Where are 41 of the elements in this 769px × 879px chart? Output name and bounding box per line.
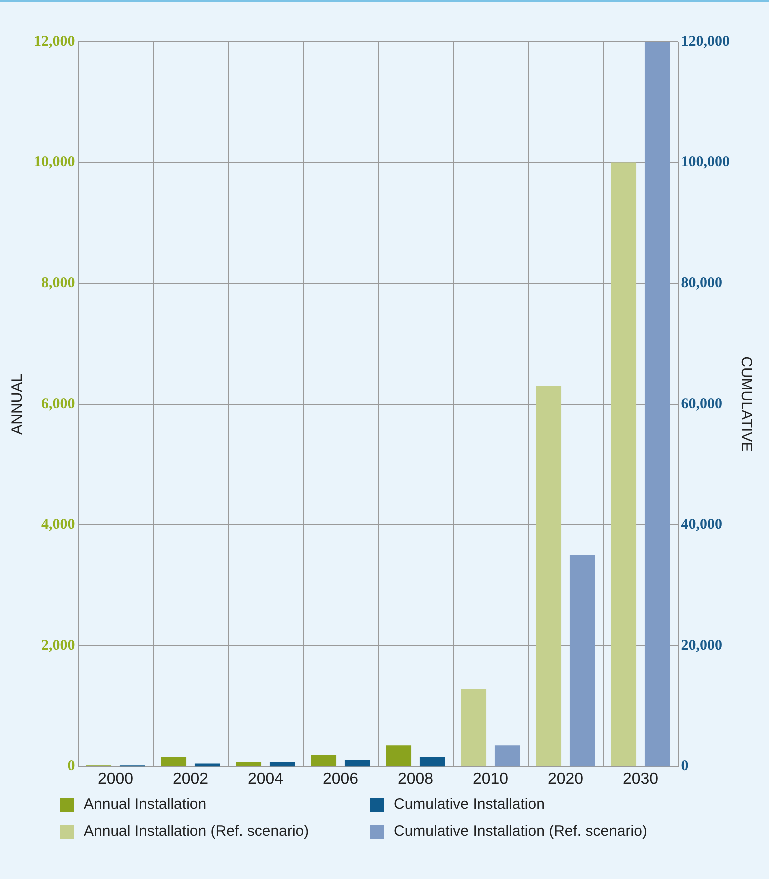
legend-label: Annual Installation (Ref. scenario) <box>84 823 310 840</box>
legend-label: Annual Installation <box>84 796 207 813</box>
x-tick-label: 2004 <box>248 770 284 788</box>
bar <box>570 555 596 767</box>
bar <box>270 762 296 767</box>
x-tick-label: 2002 <box>172 770 209 788</box>
y2-tick-label: 60,000 <box>681 396 722 412</box>
y-tick-label: 4,000 <box>42 517 76 534</box>
x-tick-label: 2020 <box>548 770 584 788</box>
bar <box>161 757 187 766</box>
y-tick-label: 6,000 <box>42 396 76 412</box>
bar <box>344 760 370 767</box>
y2-tick-label: 40,000 <box>681 517 722 534</box>
bar <box>494 746 520 767</box>
x-tick-label: 2008 <box>398 770 434 788</box>
y-tick-label: 0 <box>68 758 76 775</box>
x-tick-label: 2030 <box>622 770 659 788</box>
y2-tick-label: 0 <box>681 758 689 775</box>
bar <box>611 162 637 766</box>
bar <box>536 386 562 766</box>
y2-tick-label: 120,000 <box>681 34 730 50</box>
bar <box>420 757 446 767</box>
legend-label: Cumulative Installation <box>394 796 545 813</box>
legend-label: Cumulative Installation (Ref. scenario) <box>394 823 648 840</box>
bar <box>236 762 262 766</box>
bar <box>644 42 670 767</box>
bar <box>386 746 412 766</box>
y-tick-label: 2,000 <box>42 638 76 654</box>
y-tick-label: 12,000 <box>34 34 76 50</box>
x-tick-label: 2010 <box>472 770 509 788</box>
y-tick-label: 10,000 <box>34 154 76 171</box>
y-axis-title: ANNUAL <box>9 374 26 435</box>
y2-axis-title: CUMULATIVE <box>738 356 755 452</box>
y2-tick-label: 20,000 <box>681 638 722 654</box>
y2-tick-label: 80,000 <box>681 275 722 292</box>
x-tick-label: 2000 <box>98 770 134 788</box>
bar <box>461 689 487 766</box>
x-tick-label: 2006 <box>322 770 359 788</box>
y-tick-label: 8,000 <box>42 275 76 292</box>
y2-tick-label: 100,000 <box>681 154 730 171</box>
bar <box>311 755 337 766</box>
